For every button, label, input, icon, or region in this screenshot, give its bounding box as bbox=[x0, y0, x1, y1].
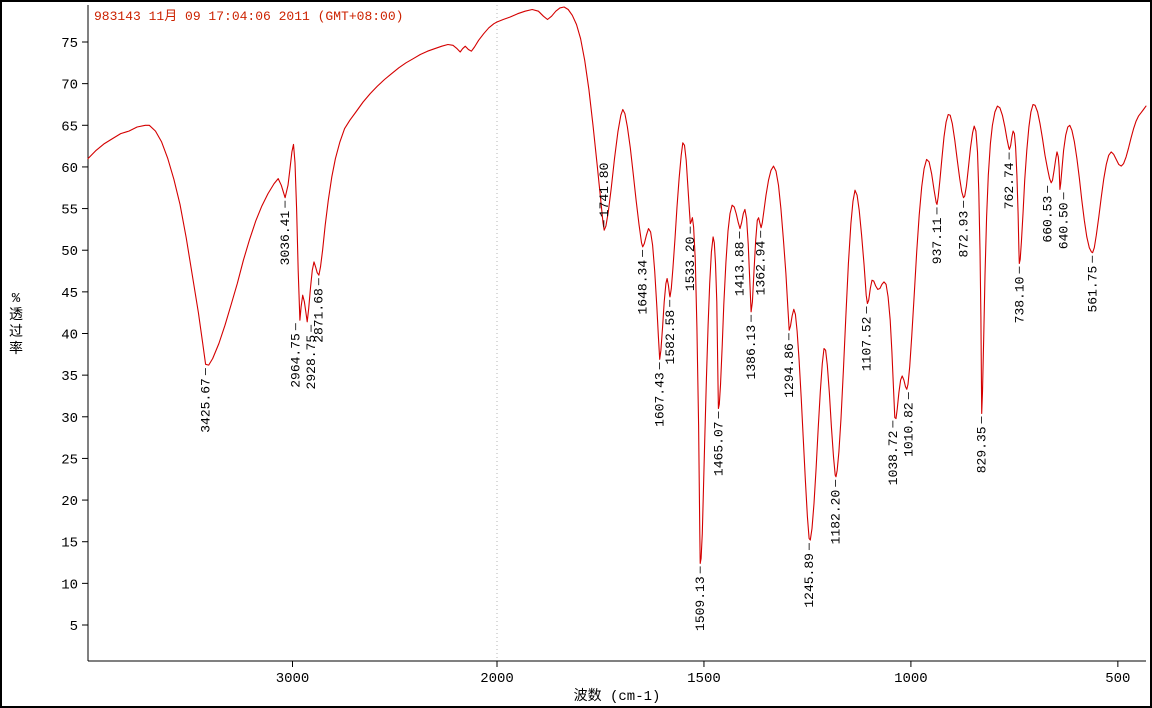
peak-label: 640.50 bbox=[1057, 202, 1072, 249]
peak-label: 561.75 bbox=[1085, 266, 1100, 313]
y-tick-label: 30 bbox=[61, 411, 78, 427]
peak-label: 1465.07 bbox=[711, 421, 726, 476]
peak-label: 1741.80 bbox=[597, 163, 612, 218]
peak-label: 1107.52 bbox=[859, 317, 874, 372]
y-tick-label: 55 bbox=[61, 203, 78, 219]
y-axis-title: %透过率 bbox=[9, 291, 23, 358]
y-tick-label: 45 bbox=[61, 286, 78, 302]
peak-label: 2964.75 bbox=[289, 333, 304, 388]
y-tick-label: 50 bbox=[61, 244, 78, 260]
y-tick-label: 40 bbox=[61, 328, 78, 344]
peak-label: 1413.88 bbox=[733, 242, 748, 297]
peak-label: 1386.13 bbox=[744, 325, 759, 380]
peak-label: 660.53 bbox=[1040, 196, 1055, 243]
peak-label: 1607.43 bbox=[652, 372, 667, 427]
y-tick-label: 60 bbox=[61, 161, 78, 177]
x-tick-label: 1000 bbox=[894, 671, 928, 687]
y-tick-label: 20 bbox=[61, 494, 78, 510]
y-tick-label: 65 bbox=[61, 119, 78, 135]
peak-label: 3425.67 bbox=[198, 378, 213, 433]
peak-label: 1294.86 bbox=[782, 343, 797, 398]
x-tick-label: 2000 bbox=[480, 671, 514, 687]
spectrum-trace bbox=[87, 6, 1147, 564]
y-tick-label: 35 bbox=[61, 369, 78, 385]
y-tick-label: 15 bbox=[61, 536, 78, 552]
y-tick-label: 75 bbox=[61, 36, 78, 52]
peak-label: 2871.68 bbox=[312, 288, 327, 343]
y-tick-label: 70 bbox=[61, 78, 78, 94]
y-tick-label: 10 bbox=[61, 577, 78, 593]
peak-label: 1648.34 bbox=[636, 260, 651, 315]
peak-label: 1245.89 bbox=[802, 553, 817, 608]
peak-label: 2928.75 bbox=[304, 335, 319, 390]
peak-label: 762.74 bbox=[1002, 162, 1017, 209]
peak-label: 1509.13 bbox=[693, 576, 708, 631]
peak-label: 937.11 bbox=[930, 217, 945, 264]
y-tick-label: 5 bbox=[70, 619, 78, 635]
x-tick-label: 500 bbox=[1105, 671, 1130, 687]
peak-label: 1038.72 bbox=[886, 431, 901, 486]
chart-title: 983143 11月 09 17:04:06 2011 (GMT+08:00) bbox=[94, 9, 403, 24]
peak-label: 872.93 bbox=[956, 211, 971, 258]
peak-label: 1582.58 bbox=[663, 310, 678, 365]
peak-label: 738.10 bbox=[1012, 277, 1027, 324]
peak-label: 829.35 bbox=[975, 426, 990, 473]
x-tick-label: 1500 bbox=[687, 671, 721, 687]
peak-label: 1362.94 bbox=[754, 241, 769, 296]
y-tick-label: 25 bbox=[61, 452, 78, 468]
peak-label: 1533.20 bbox=[683, 237, 698, 292]
x-tick-label: 3000 bbox=[276, 671, 310, 687]
peak-label: 3036.41 bbox=[278, 211, 293, 266]
peak-label: 1182.20 bbox=[828, 490, 843, 545]
x-axis-title: 波数 (cm-1) bbox=[574, 688, 661, 705]
peak-label: 1010.82 bbox=[901, 402, 916, 457]
